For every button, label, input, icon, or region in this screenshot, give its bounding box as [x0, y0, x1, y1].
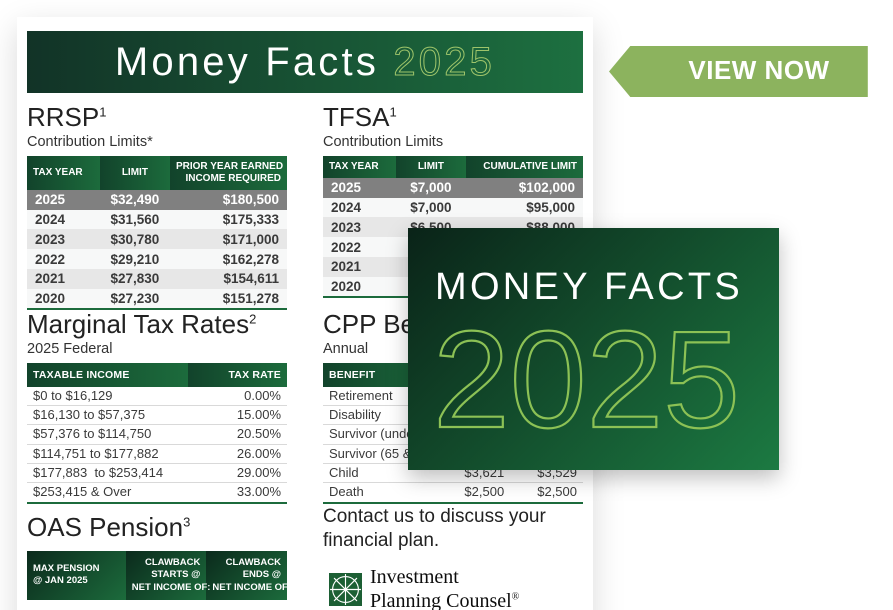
- svg-text:VIEW NOW: VIEW NOW: [688, 55, 829, 85]
